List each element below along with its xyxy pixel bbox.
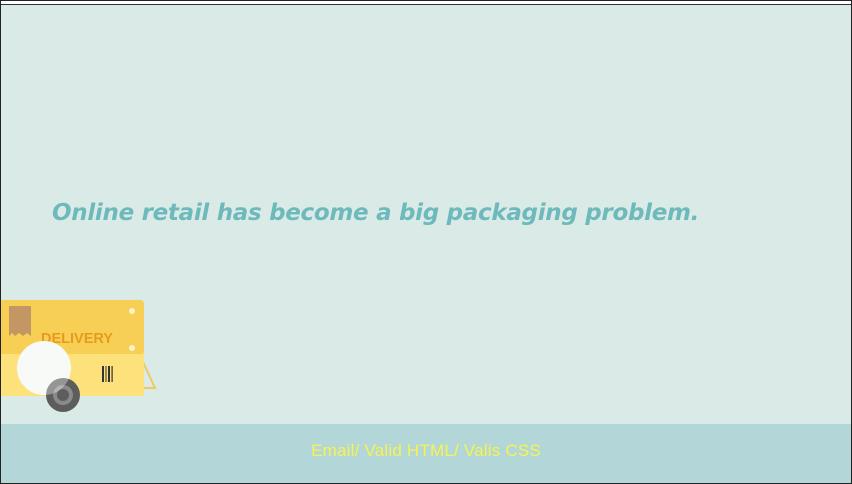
barcode-icon: [102, 366, 113, 382]
delivery-truck-illustration: DELIVERY: [1, 300, 157, 412]
hero-headline: Online retail has become a big packaging…: [52, 200, 700, 226]
truck-label: DELIVERY: [41, 331, 113, 347]
footer-separator: /: [453, 441, 464, 460]
footer-separator: /: [354, 441, 365, 460]
rivet: [129, 345, 135, 351]
footer: Email/ Valid HTML/ Valis CSS: [1, 424, 851, 483]
footer-links: Email/ Valid HTML/ Valis CSS: [311, 441, 541, 461]
truck-tail-line: [141, 361, 157, 389]
top-border: [1, 1, 851, 5]
truck-wheel-hub: [57, 389, 69, 401]
valid-css-link[interactable]: Valis CSS: [463, 441, 541, 460]
rivet: [129, 308, 135, 314]
valid-html-link[interactable]: Valid HTML: [364, 441, 454, 460]
email-link[interactable]: Email: [311, 441, 355, 460]
truck-window-glass: [17, 341, 71, 395]
truck-panel: [1, 300, 144, 354]
package-tag-icon: [9, 306, 31, 336]
